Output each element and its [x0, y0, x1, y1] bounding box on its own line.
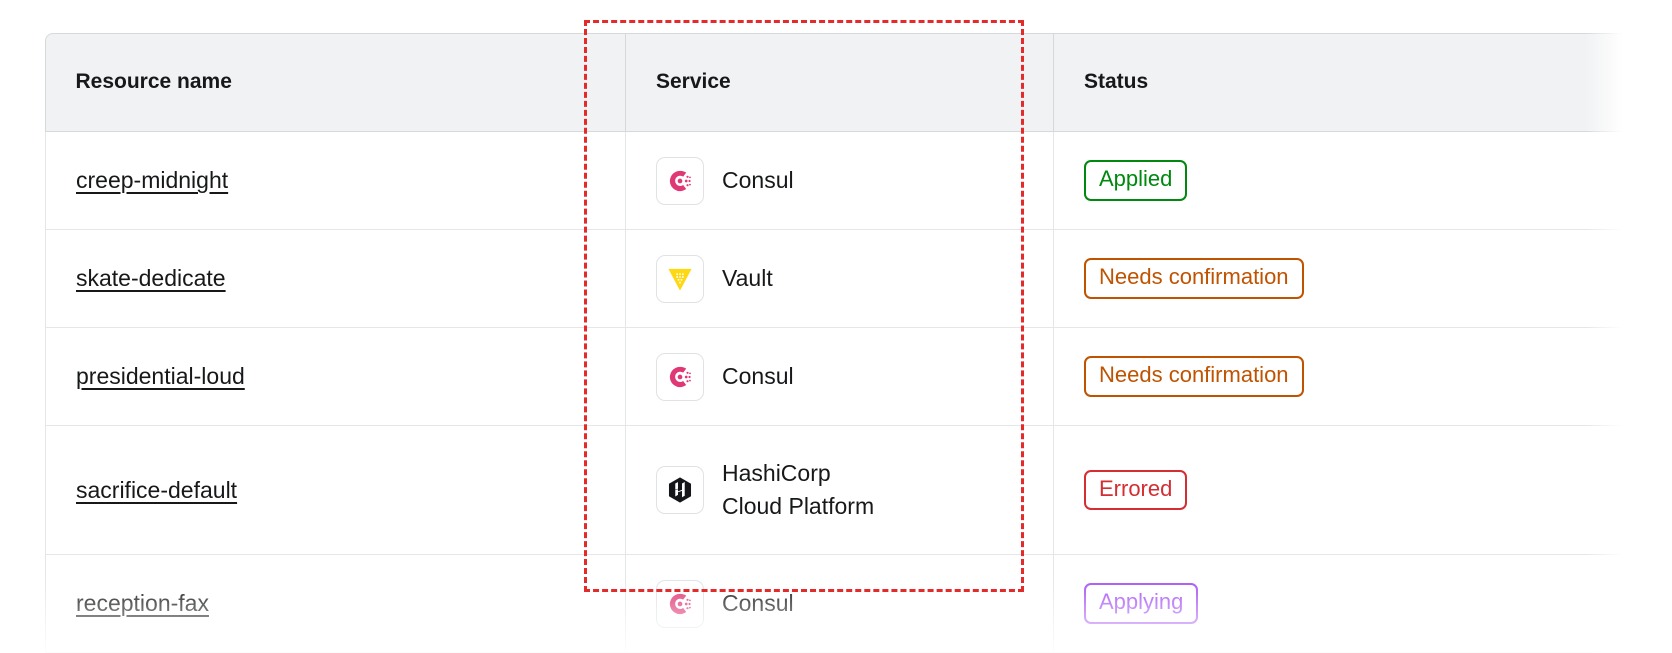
- cell-status: Needs confirmation: [1053, 327, 1623, 426]
- consul-icon: [656, 352, 704, 401]
- resource-link-skate-dedicate[interactable]: skate-dedicate: [76, 265, 226, 291]
- table-row[interactable]: reception-fax: [45, 554, 1623, 653]
- cell-resource-name: reception-fax: [45, 554, 626, 653]
- status-badge: Applied: [1084, 160, 1188, 201]
- status-badge: Applying: [1084, 583, 1199, 624]
- table-row[interactable]: creep-midnight: [45, 131, 1623, 230]
- consul-icon: [656, 156, 704, 205]
- cell-status: Applying: [1053, 554, 1623, 653]
- cell-service: HashiCorp Cloud Platform: [625, 425, 1054, 555]
- resource-link-reception-fax[interactable]: reception-fax: [76, 590, 209, 616]
- header-row: Resource name Service Status: [45, 33, 1623, 132]
- status-badge: Errored: [1084, 469, 1188, 511]
- table-row[interactable]: skate-dedicate: [45, 229, 1623, 328]
- cell-service: Consul: [625, 131, 1054, 230]
- cell-service: Consul: [625, 327, 1054, 426]
- cell-service: Consul: [625, 554, 1054, 653]
- column-header-resource-name[interactable]: Resource name: [45, 33, 626, 132]
- cell-resource-name: sacrifice-default: [45, 425, 626, 555]
- cell-resource-name: skate-dedicate: [45, 229, 626, 328]
- status-badge: Needs confirmation: [1084, 258, 1304, 299]
- hashicorp-icon: [656, 466, 704, 514]
- service-label: Vault: [722, 265, 773, 292]
- resource-link-creep-midnight[interactable]: creep-midnight: [76, 167, 229, 193]
- service-label: HashiCorp Cloud Platform: [722, 457, 874, 522]
- table-row[interactable]: presidential-loud: [45, 327, 1623, 426]
- cell-service: Vault: [625, 229, 1054, 328]
- table-body: creep-midnight: [45, 131, 1623, 653]
- consul-icon: [656, 579, 704, 628]
- service-label: Consul: [722, 363, 794, 390]
- vault-icon: [656, 254, 704, 303]
- column-header-service[interactable]: Service: [625, 33, 1054, 132]
- service-label: Consul: [722, 167, 794, 194]
- cell-status: Applied: [1053, 131, 1623, 230]
- cell-status: Errored: [1053, 425, 1623, 555]
- table-header: Resource name Service Status: [45, 33, 1623, 132]
- column-header-status[interactable]: Status: [1053, 33, 1623, 132]
- service-label-line2: Cloud Platform: [722, 493, 875, 519]
- resource-link-sacrifice-default[interactable]: sacrifice-default: [76, 476, 238, 503]
- cell-resource-name: creep-midnight: [45, 131, 626, 230]
- resources-table: Resource name Service Status creep-midni…: [45, 33, 1623, 653]
- resource-link-presidential-loud[interactable]: presidential-loud: [76, 363, 245, 389]
- status-badge: Needs confirmation: [1084, 356, 1304, 397]
- cell-status: Needs confirmation: [1053, 229, 1623, 328]
- cell-resource-name: presidential-loud: [45, 327, 626, 426]
- resources-table-viewport[interactable]: Resource name Service Status creep-midni…: [45, 33, 1623, 653]
- table-row[interactable]: sacrifice-default HashiCorp Cloud Platfor…: [45, 425, 1623, 555]
- service-label-line1: HashiCorp: [722, 460, 831, 487]
- service-label: Consul: [722, 590, 794, 617]
